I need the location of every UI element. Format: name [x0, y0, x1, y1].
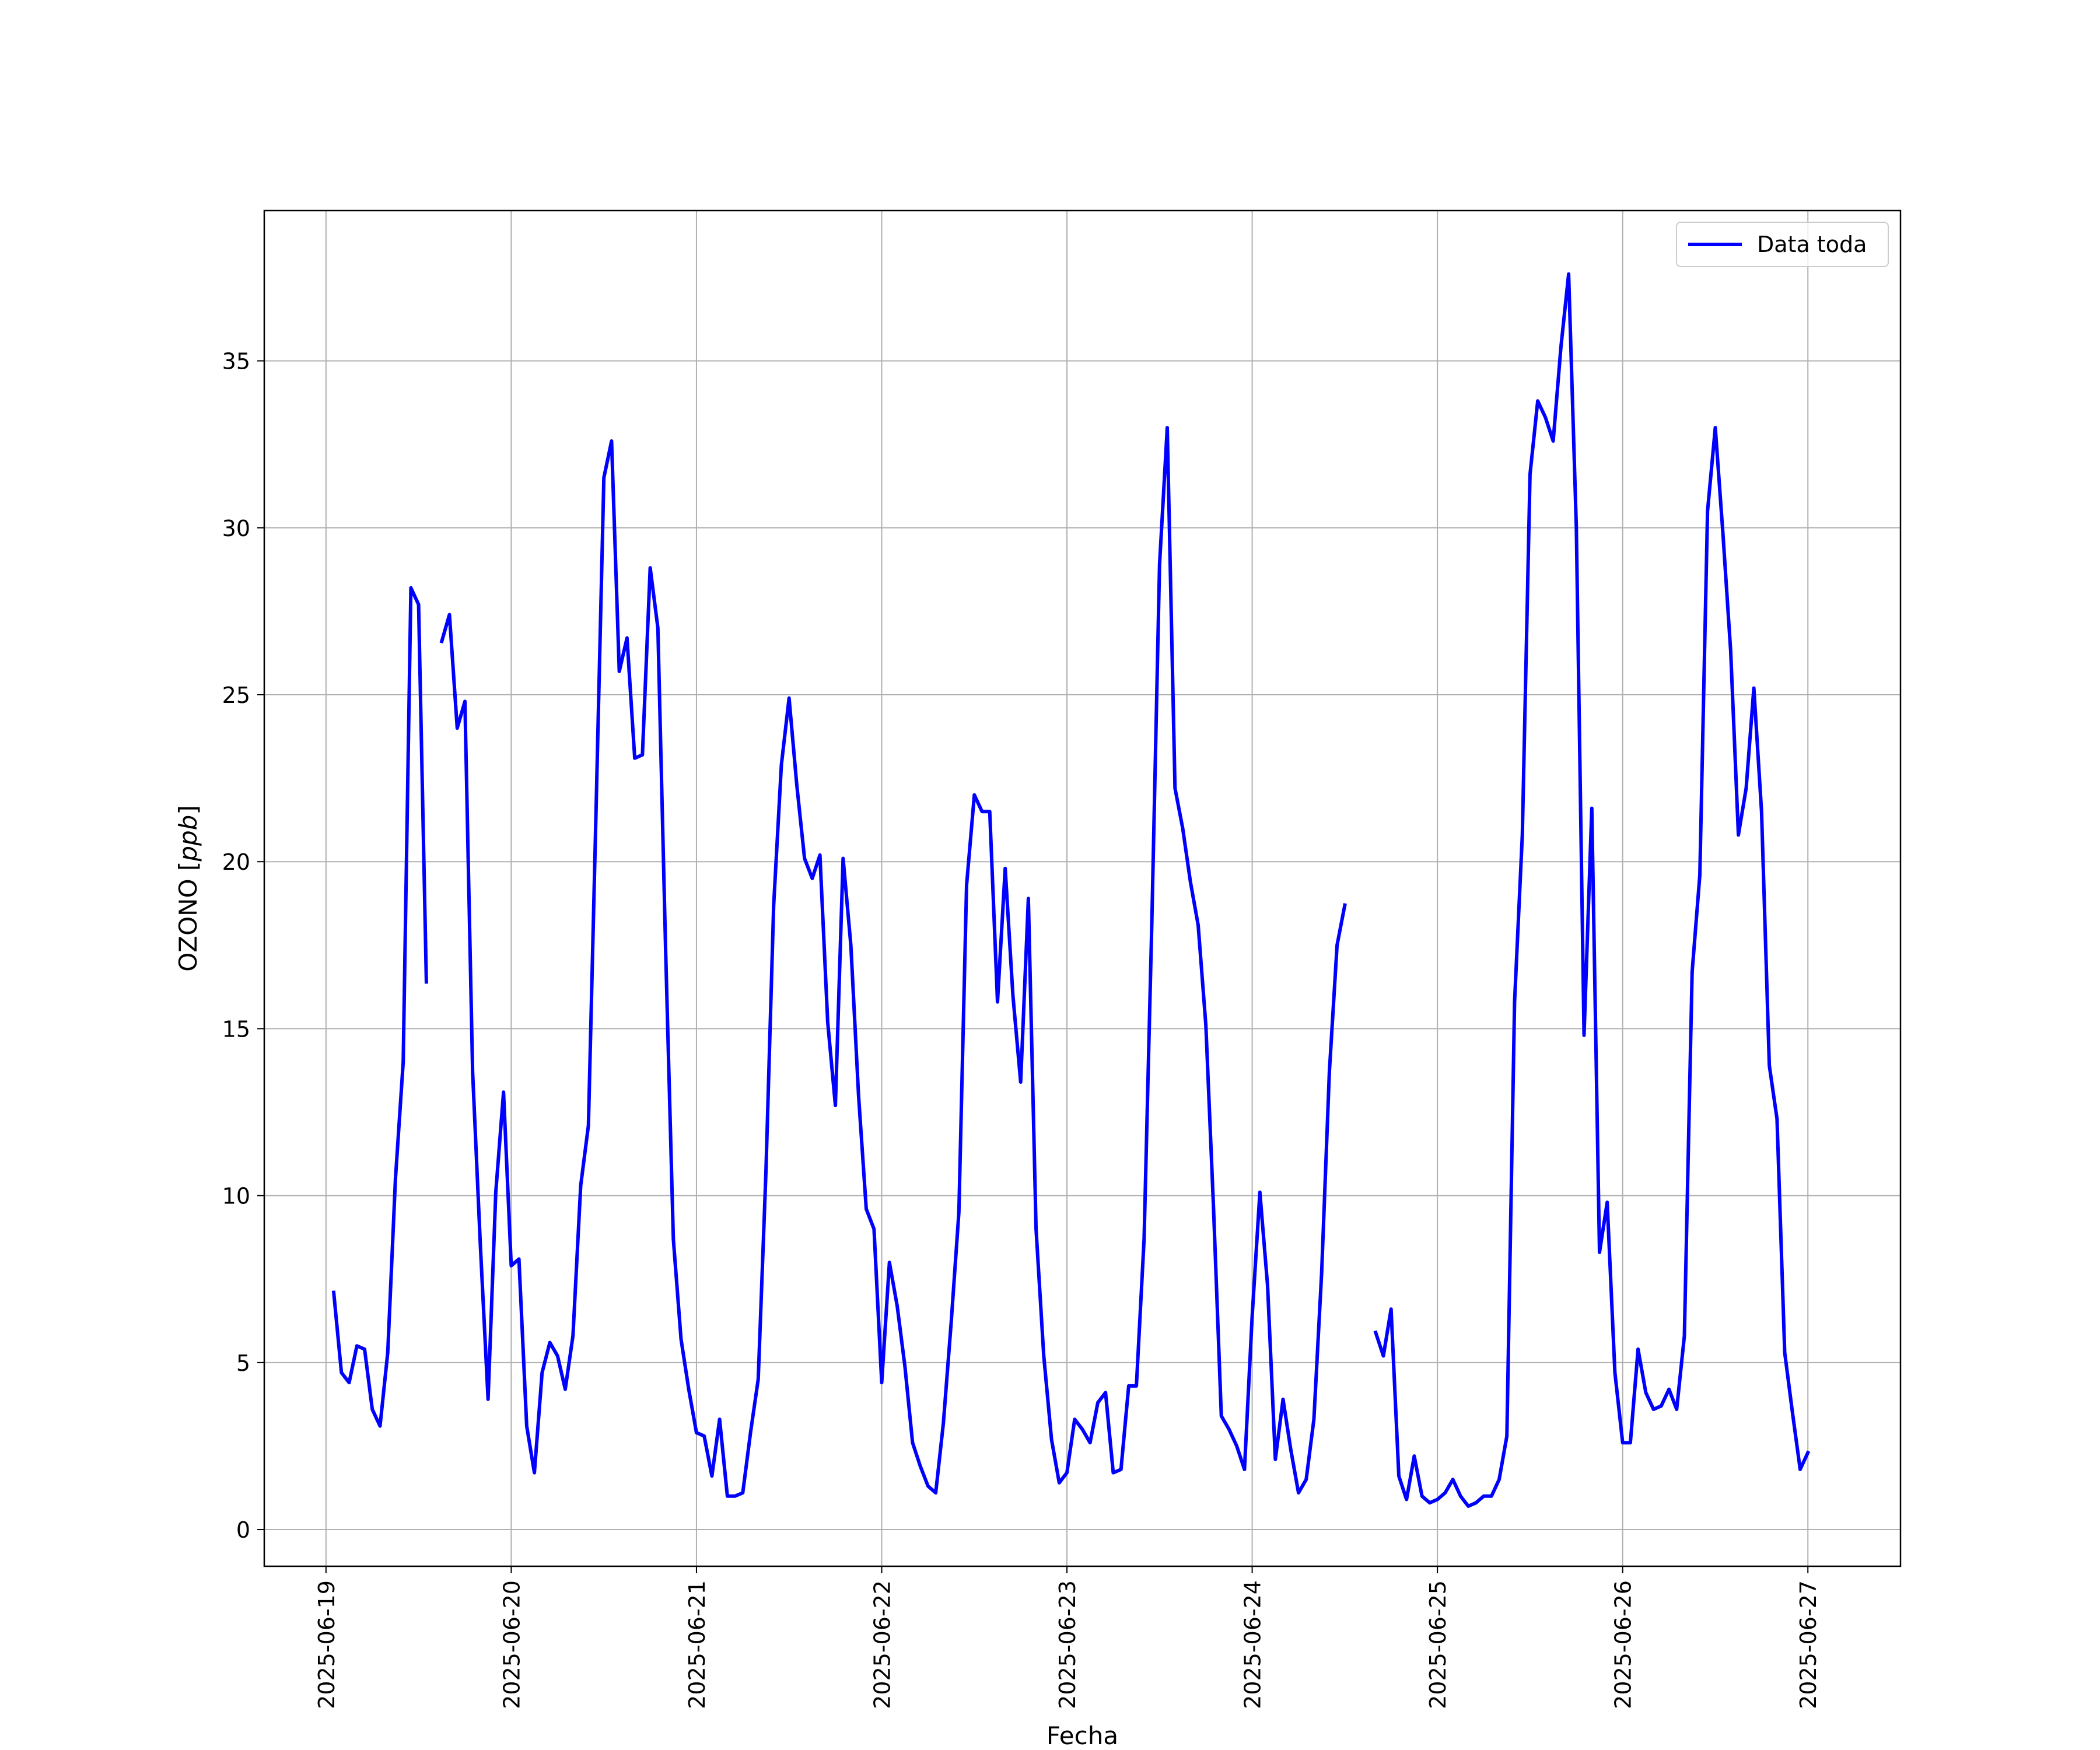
y-tick-label: 30	[222, 516, 250, 541]
y-tick-label: 25	[222, 682, 250, 708]
y-tick-label: 15	[222, 1016, 250, 1042]
x-tick-label: 2025-06-21	[684, 1580, 710, 1709]
y-axis-label-unit: ppb	[174, 815, 202, 862]
legend: Data toda	[1676, 222, 1889, 267]
x-tick-label: 2025-06-25	[1425, 1580, 1451, 1709]
y-axis-ticks: 0 5 10 15 20 25 30 35	[222, 349, 264, 1543]
y-tick-label: 10	[222, 1184, 250, 1209]
y-tick-label: 0	[236, 1517, 250, 1543]
series-line-segment	[331, 586, 428, 1428]
x-tick-label: 2025-06-26	[1611, 1580, 1636, 1709]
y-tick-label: 5	[236, 1350, 250, 1376]
y-axis-label: OZONO [ppb]	[174, 805, 202, 971]
series-lines	[331, 272, 1811, 1508]
grid-lines	[264, 211, 1901, 1566]
x-tick-label: 2025-06-22	[869, 1580, 895, 1709]
x-axis-ticks: 2025-06-19 2025-06-20 2025-06-21 2025-06-22…	[314, 1566, 1821, 1709]
x-tick-label: 2025-06-23	[1055, 1580, 1080, 1709]
plot-area-frame	[263, 209, 1902, 1567]
x-tick-label: 2025-06-27	[1796, 1580, 1821, 1709]
y-tick-label: 20	[222, 849, 250, 875]
legend-box	[1676, 222, 1889, 267]
x-tick-label: 2025-06-19	[314, 1580, 340, 1709]
x-axis-label: Fecha	[1046, 1721, 1118, 1750]
series-line-segment	[1373, 272, 1811, 1508]
x-tick-label: 2025-06-20	[499, 1580, 524, 1709]
legend-label: Data toda	[1757, 232, 1867, 257]
y-axis-label-text: OZONO [	[174, 862, 202, 972]
y-axis-label-close: ]	[174, 805, 202, 814]
series-line-segment	[439, 426, 1347, 1498]
y-tick-label: 35	[222, 349, 250, 374]
x-tick-label: 2025-06-24	[1240, 1580, 1266, 1709]
